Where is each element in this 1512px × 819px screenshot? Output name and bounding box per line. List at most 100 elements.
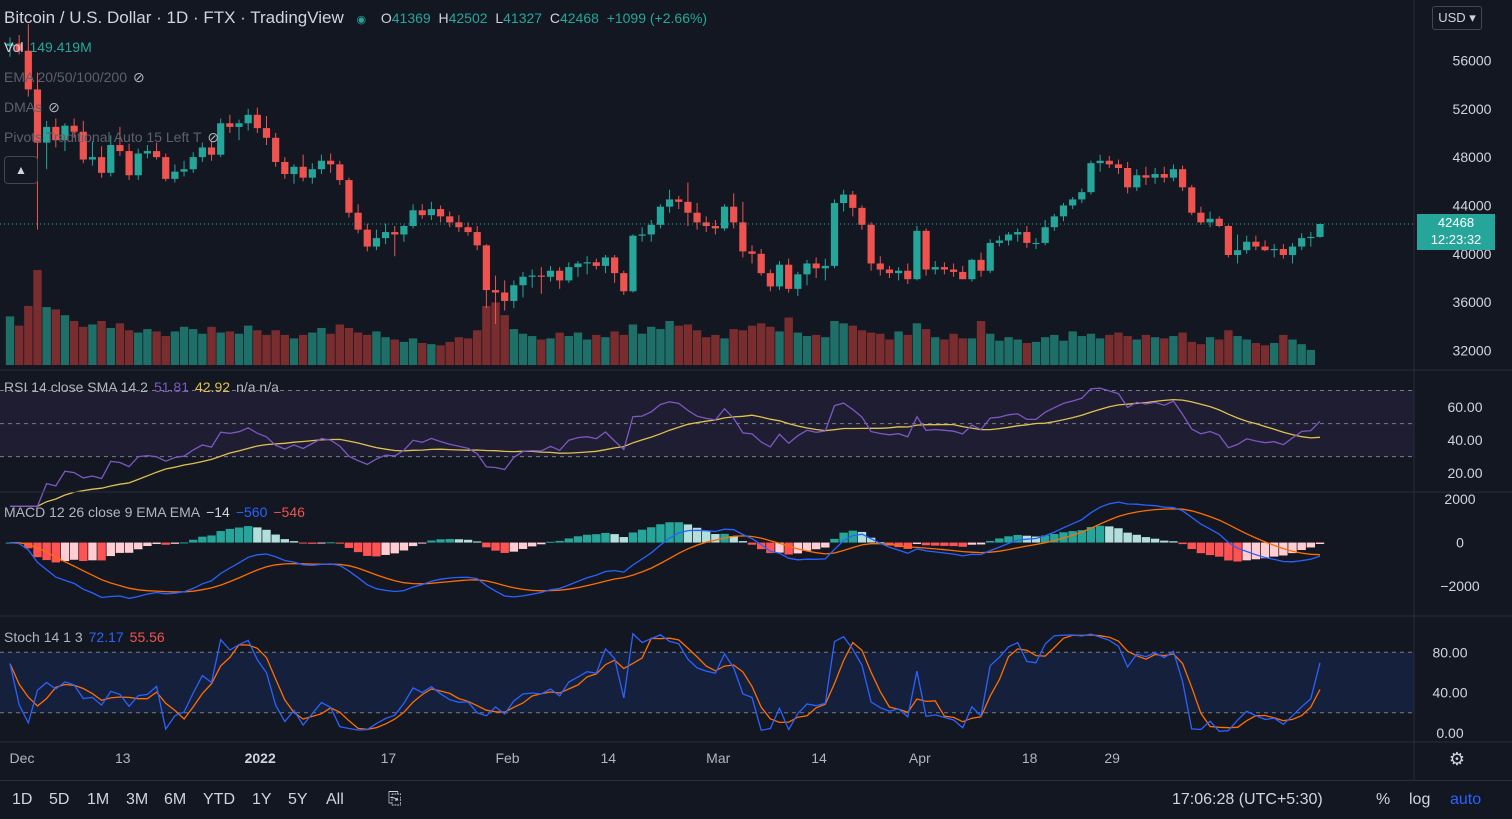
ema-legend[interactable]: EMA 20/50/100/200 ⊘ [4,69,145,85]
volume-bar [1123,336,1132,365]
volume-bar [665,321,674,365]
volume-bar [234,333,244,365]
macd-histogram-bar [152,542,161,545]
candle-body [757,253,765,274]
volume-bar [637,333,647,365]
macd-histogram-bar [463,539,473,543]
macd-histogram-bar [97,542,106,561]
volume-bar [811,334,821,365]
eye-off-icon[interactable]: ⊘ [48,99,60,115]
candle-body [1233,250,1242,256]
volume-bar [967,338,977,365]
time-axis: Dec 13 2022 17 Feb 14 Mar 14 Apr 18 29 ⚙ [10,749,1466,770]
rsi-tick-label: 20.00 [1447,465,1482,481]
volume-bar [931,337,940,365]
time-tick-label: 14 [601,750,617,766]
volume-bar [995,340,1004,365]
macd-histogram-bar [399,542,409,551]
macd-histogram-bar [106,542,115,557]
volume-bar [463,338,473,365]
volume-bar [454,337,464,365]
candle-body [1050,216,1058,228]
macd-histogram-bar [1233,542,1242,562]
volume-bar [225,331,235,365]
volume-bar [179,326,189,365]
gear-icon[interactable]: ⚙ [1449,749,1465,770]
candle-body [107,145,115,173]
candle-body [88,157,97,160]
volume-bar [876,333,885,365]
macd-histogram-bar [115,542,125,553]
candle-body [143,151,152,154]
symbol-title[interactable]: Bitcoin / U.S. Dollar · 1D · FTX · Tradi… [4,8,344,27]
timeframe-button-5d[interactable]: 5D [49,791,70,808]
eye-off-icon[interactable]: ⊘ [207,129,220,145]
timeframe-button-1d[interactable]: 1D [12,791,33,808]
timeframe-button-5y[interactable]: 5Y [288,791,308,808]
macd-histogram-bar [921,542,931,546]
timeframe-button-1y[interactable]: 1Y [252,791,272,808]
volume-bar [1068,331,1077,365]
auto-scale-button[interactable]: auto [1450,791,1482,808]
macd-histogram-bar [931,542,940,546]
candle-body [830,203,839,266]
volume-bar [97,321,106,365]
macd-histogram-bar [1178,542,1187,545]
timeframe-button-all[interactable]: All [326,791,344,808]
volume-bar [1288,339,1297,365]
symbol-header[interactable]: Bitcoin / U.S. Dollar · 1D · FTX · Tradi… [4,8,707,28]
macd-legend[interactable]: MACD 12 26 close 9 EMA EMA −14 −560 −546 [4,504,305,520]
macd-histogram-bar [564,538,574,543]
macd-histogram-bar [170,542,180,544]
volume-bar [124,330,134,365]
candle-body [180,169,188,172]
timeframe-button-ytd[interactable]: YTD [203,791,235,808]
volume-bar [134,332,143,365]
timeframe-button-6m[interactable]: 6M [164,791,187,808]
volume-bar [830,321,839,365]
price-tick-label: 56000 [1453,52,1492,68]
macd-histogram-bar [326,542,335,544]
candle-body [1032,242,1040,244]
macd-histogram-bar [1196,542,1206,554]
currency-dropdown[interactable]: USD ▾ [1432,6,1482,30]
volume-bar [738,330,748,365]
vol-legend[interactable]: Vol 149.419M [4,39,92,55]
macd-histogram-bar [243,526,253,543]
dma-legend[interactable]: DMAs ⊘ [4,99,60,115]
time-tick-label: 14 [811,750,827,766]
stoch-legend[interactable]: Stoch 14 1 3 72.17 55.56 [4,629,165,645]
volume-bar [1086,333,1096,365]
timeframe-button-3m[interactable]: 3M [126,791,149,808]
volume-bar [399,341,409,365]
rsi-legend[interactable]: RSI 14 close SMA 14 2 51.81 42.92 n/a n/a [4,379,279,395]
volume-bar [527,336,537,365]
candle-body [262,128,271,138]
eye-off-icon[interactable]: ⊘ [133,69,145,85]
log-scale-button[interactable]: log [1409,791,1431,808]
pivots-legend[interactable]: Pivots Traditional Auto 15 Left T ⊘ [4,129,220,145]
candle-body [803,263,811,275]
volume-bar [509,329,519,365]
collapse-legend-button[interactable]: ▲ [4,156,38,184]
percent-scale-button[interactable]: % [1376,791,1391,808]
bottom-toolbar: 1D 5D 1M 3M 6M YTD 1Y 5Y All ⎘ 17:06:28 (UTC+5:3… [0,780,1512,819]
macd-histogram-bar [262,529,271,543]
macd-histogram-bar [69,542,79,560]
volume-bar [711,334,720,365]
volume-bar [106,327,115,365]
volume-bar [161,336,170,365]
macd-histogram-bar [179,542,189,544]
volume-bar [24,305,33,365]
volume-bar [1306,349,1316,365]
macd-histogram-bar [1224,542,1233,561]
timeframe-button-1m[interactable]: 1M [87,791,110,808]
volume-bar [14,325,24,365]
calendar-range-icon[interactable]: ⎘ [388,789,402,808]
candle-body [821,265,829,269]
candle-body [940,267,949,270]
clock-readout[interactable]: 17:06:28 (UTC+5:30) [1172,791,1323,808]
macd-histogram-bar [1315,542,1325,545]
stoch-pane [0,632,1414,732]
